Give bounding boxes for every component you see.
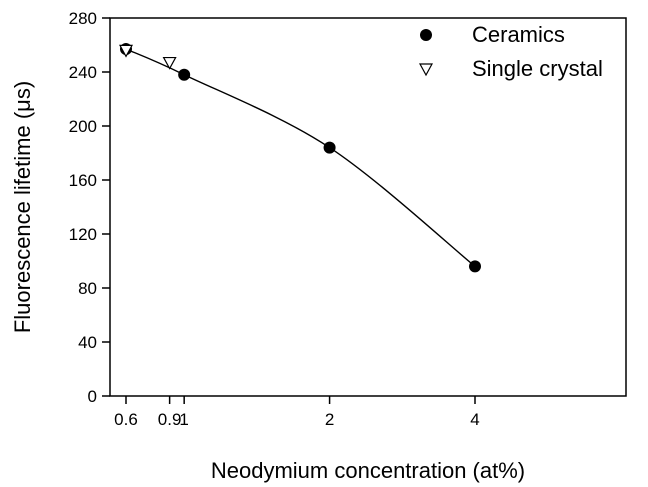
y-tick-label: 280 bbox=[69, 9, 97, 28]
point-ceramics bbox=[178, 68, 191, 81]
x-tick-label: 0.9 bbox=[158, 410, 182, 429]
fit-curve bbox=[125, 48, 476, 267]
x-tick-label: 2 bbox=[325, 410, 334, 429]
data-points bbox=[118, 43, 481, 273]
y-axis-title: Fluorescence lifetime (μs) bbox=[10, 81, 35, 333]
y-axis-ticks: 0 40 80 120 160 200 240 280 bbox=[69, 9, 110, 406]
y-tick-label: 120 bbox=[69, 225, 97, 244]
legend-label-single-crystal: Single crystal bbox=[472, 56, 603, 81]
y-tick-label: 80 bbox=[78, 279, 97, 298]
plot-frame bbox=[109, 17, 627, 397]
x-tick-label: 0.6 bbox=[114, 410, 138, 429]
y-tick-label: 160 bbox=[69, 171, 97, 190]
point-single-crystal bbox=[162, 56, 177, 70]
y-tick-label: 240 bbox=[69, 63, 97, 82]
x-axis-ticks: 0.6 0.91 2 4 bbox=[114, 396, 480, 429]
y-tick-label: 40 bbox=[78, 333, 97, 352]
y-tick-label: 200 bbox=[69, 117, 97, 136]
legend-entry-single-crystal: Single crystal bbox=[418, 56, 603, 81]
legend-entry-ceramics: Ceramics bbox=[420, 22, 565, 47]
y-tick-label: 0 bbox=[88, 387, 97, 406]
x-tick-label: 4 bbox=[470, 410, 479, 429]
legend-marker-ceramics bbox=[420, 29, 432, 41]
x-tick-label: 1 bbox=[179, 410, 188, 429]
point-ceramics bbox=[469, 260, 481, 273]
point-ceramics bbox=[323, 141, 336, 154]
legend-marker-single-crystal bbox=[418, 63, 434, 77]
legend-label-ceramics: Ceramics bbox=[472, 22, 565, 47]
fit-curve-group bbox=[125, 48, 476, 267]
x-axis-title: Neodymium concentration (at%) bbox=[211, 458, 525, 483]
legend: Ceramics Single crystal bbox=[418, 22, 603, 81]
point-single-crystal bbox=[118, 44, 134, 58]
